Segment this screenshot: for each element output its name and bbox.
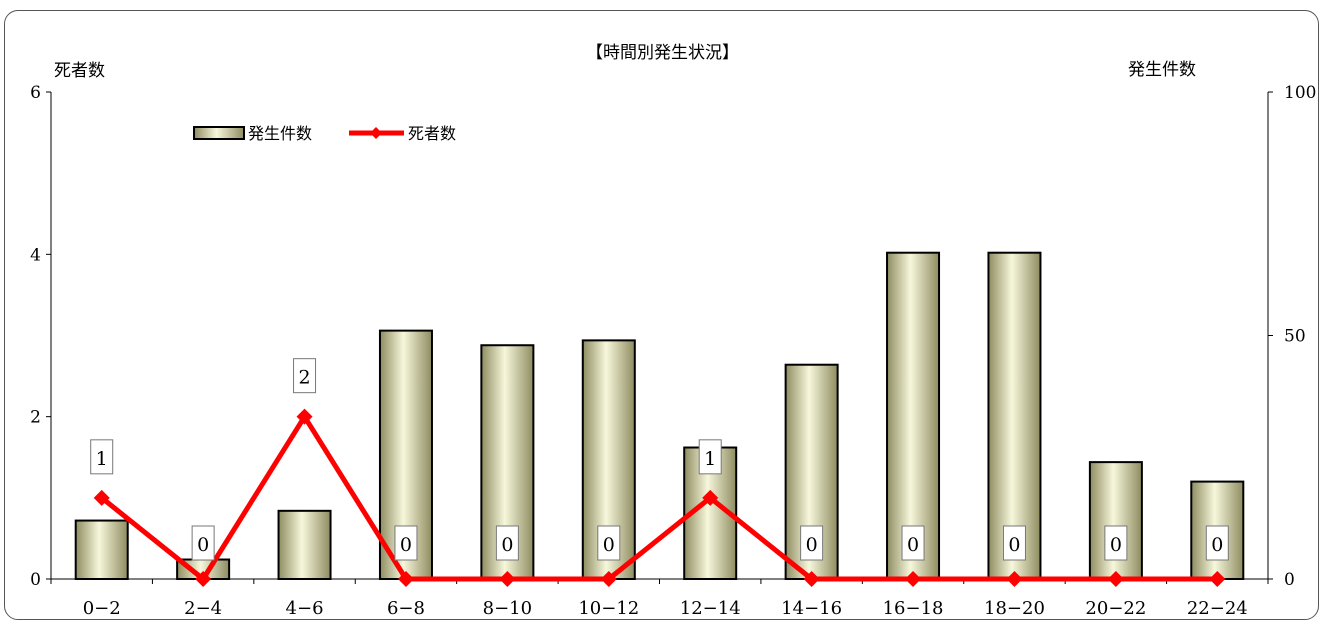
x-tick-label: 16−18 — [883, 598, 944, 619]
data-label-box — [698, 439, 722, 475]
x-tick-label: 18−20 — [984, 598, 1045, 619]
data-label-box — [1205, 525, 1229, 561]
line-series — [100, 414, 1218, 582]
line-point-marker — [803, 571, 820, 587]
y-left-axis-title: 死者数 — [54, 61, 105, 81]
x-tick-label: 8−10 — [483, 598, 532, 619]
line-point-marker — [702, 489, 719, 506]
data-label-box — [293, 358, 317, 394]
data-label-box — [597, 525, 621, 561]
data-label-box — [1104, 525, 1128, 561]
data-label: 2 — [298, 367, 310, 389]
x-tick-label: 14−16 — [781, 598, 842, 619]
data-label: 1 — [96, 448, 108, 470]
data-label: 0 — [1008, 534, 1020, 556]
x-tick-label: 6−8 — [387, 598, 425, 619]
line-point-marker — [905, 571, 922, 587]
y-right-axis-title: 発生件数 — [1128, 60, 1196, 80]
data-label: 0 — [907, 534, 919, 556]
x-tick-label: 12−14 — [680, 598, 741, 619]
y-right-tick-label: 0 — [1284, 570, 1295, 590]
data-label: 0 — [197, 534, 209, 556]
bar — [74, 519, 129, 580]
legend-line-label: 死者数 — [408, 124, 456, 143]
data-label: 1 — [704, 448, 716, 470]
bar — [1088, 461, 1143, 580]
data-label-box — [901, 525, 925, 561]
x-tick-label: 4−6 — [286, 598, 324, 619]
chart-title: 【時間別発生状況】 — [586, 43, 739, 63]
line-point-marker — [1209, 571, 1226, 587]
legend-bar-swatch — [193, 126, 245, 140]
x-tick-label: 2−4 — [184, 598, 222, 619]
bar — [886, 251, 941, 581]
legend-bar-label: 発生件数 — [248, 124, 312, 143]
line-point-marker — [600, 571, 617, 587]
data-label: 0 — [1110, 534, 1122, 556]
x-tick-label: 0−2 — [83, 598, 121, 619]
line-point-marker — [397, 571, 414, 587]
chart-frame — [4, 10, 1319, 620]
x-tick-label: 20−22 — [1085, 598, 1146, 619]
x-tick-label: 10−12 — [578, 598, 639, 619]
data-label-box — [800, 525, 824, 561]
y-left-tick-label: 6 — [30, 83, 41, 103]
data-label: 0 — [1211, 534, 1223, 556]
data-label: 0 — [806, 534, 818, 556]
y-left-tick-label: 4 — [30, 245, 41, 265]
line-point-marker — [1107, 571, 1124, 587]
data-label-box — [495, 525, 519, 561]
data-label: 0 — [400, 534, 412, 556]
line-point-marker — [93, 489, 110, 506]
data-label-box — [90, 439, 114, 475]
y-left-tick-label: 2 — [30, 408, 41, 428]
data-label: 0 — [603, 534, 615, 556]
legend-line-marker — [370, 127, 382, 139]
x-tick-label: 22−24 — [1187, 598, 1248, 619]
data-label: 0 — [501, 534, 513, 556]
y-right-tick-label: 50 — [1284, 327, 1306, 347]
data-label-box — [191, 525, 215, 561]
line-point-marker — [195, 571, 212, 587]
line-point-marker — [1006, 571, 1023, 587]
line-point-marker — [296, 408, 313, 425]
data-label-box — [394, 525, 418, 561]
bar — [277, 509, 332, 581]
line-point-marker — [499, 571, 516, 587]
data-label-box — [1002, 525, 1026, 561]
y-left-tick-label: 0 — [30, 570, 41, 590]
y-right-tick-label: 100 — [1284, 83, 1316, 103]
bar — [987, 251, 1042, 581]
